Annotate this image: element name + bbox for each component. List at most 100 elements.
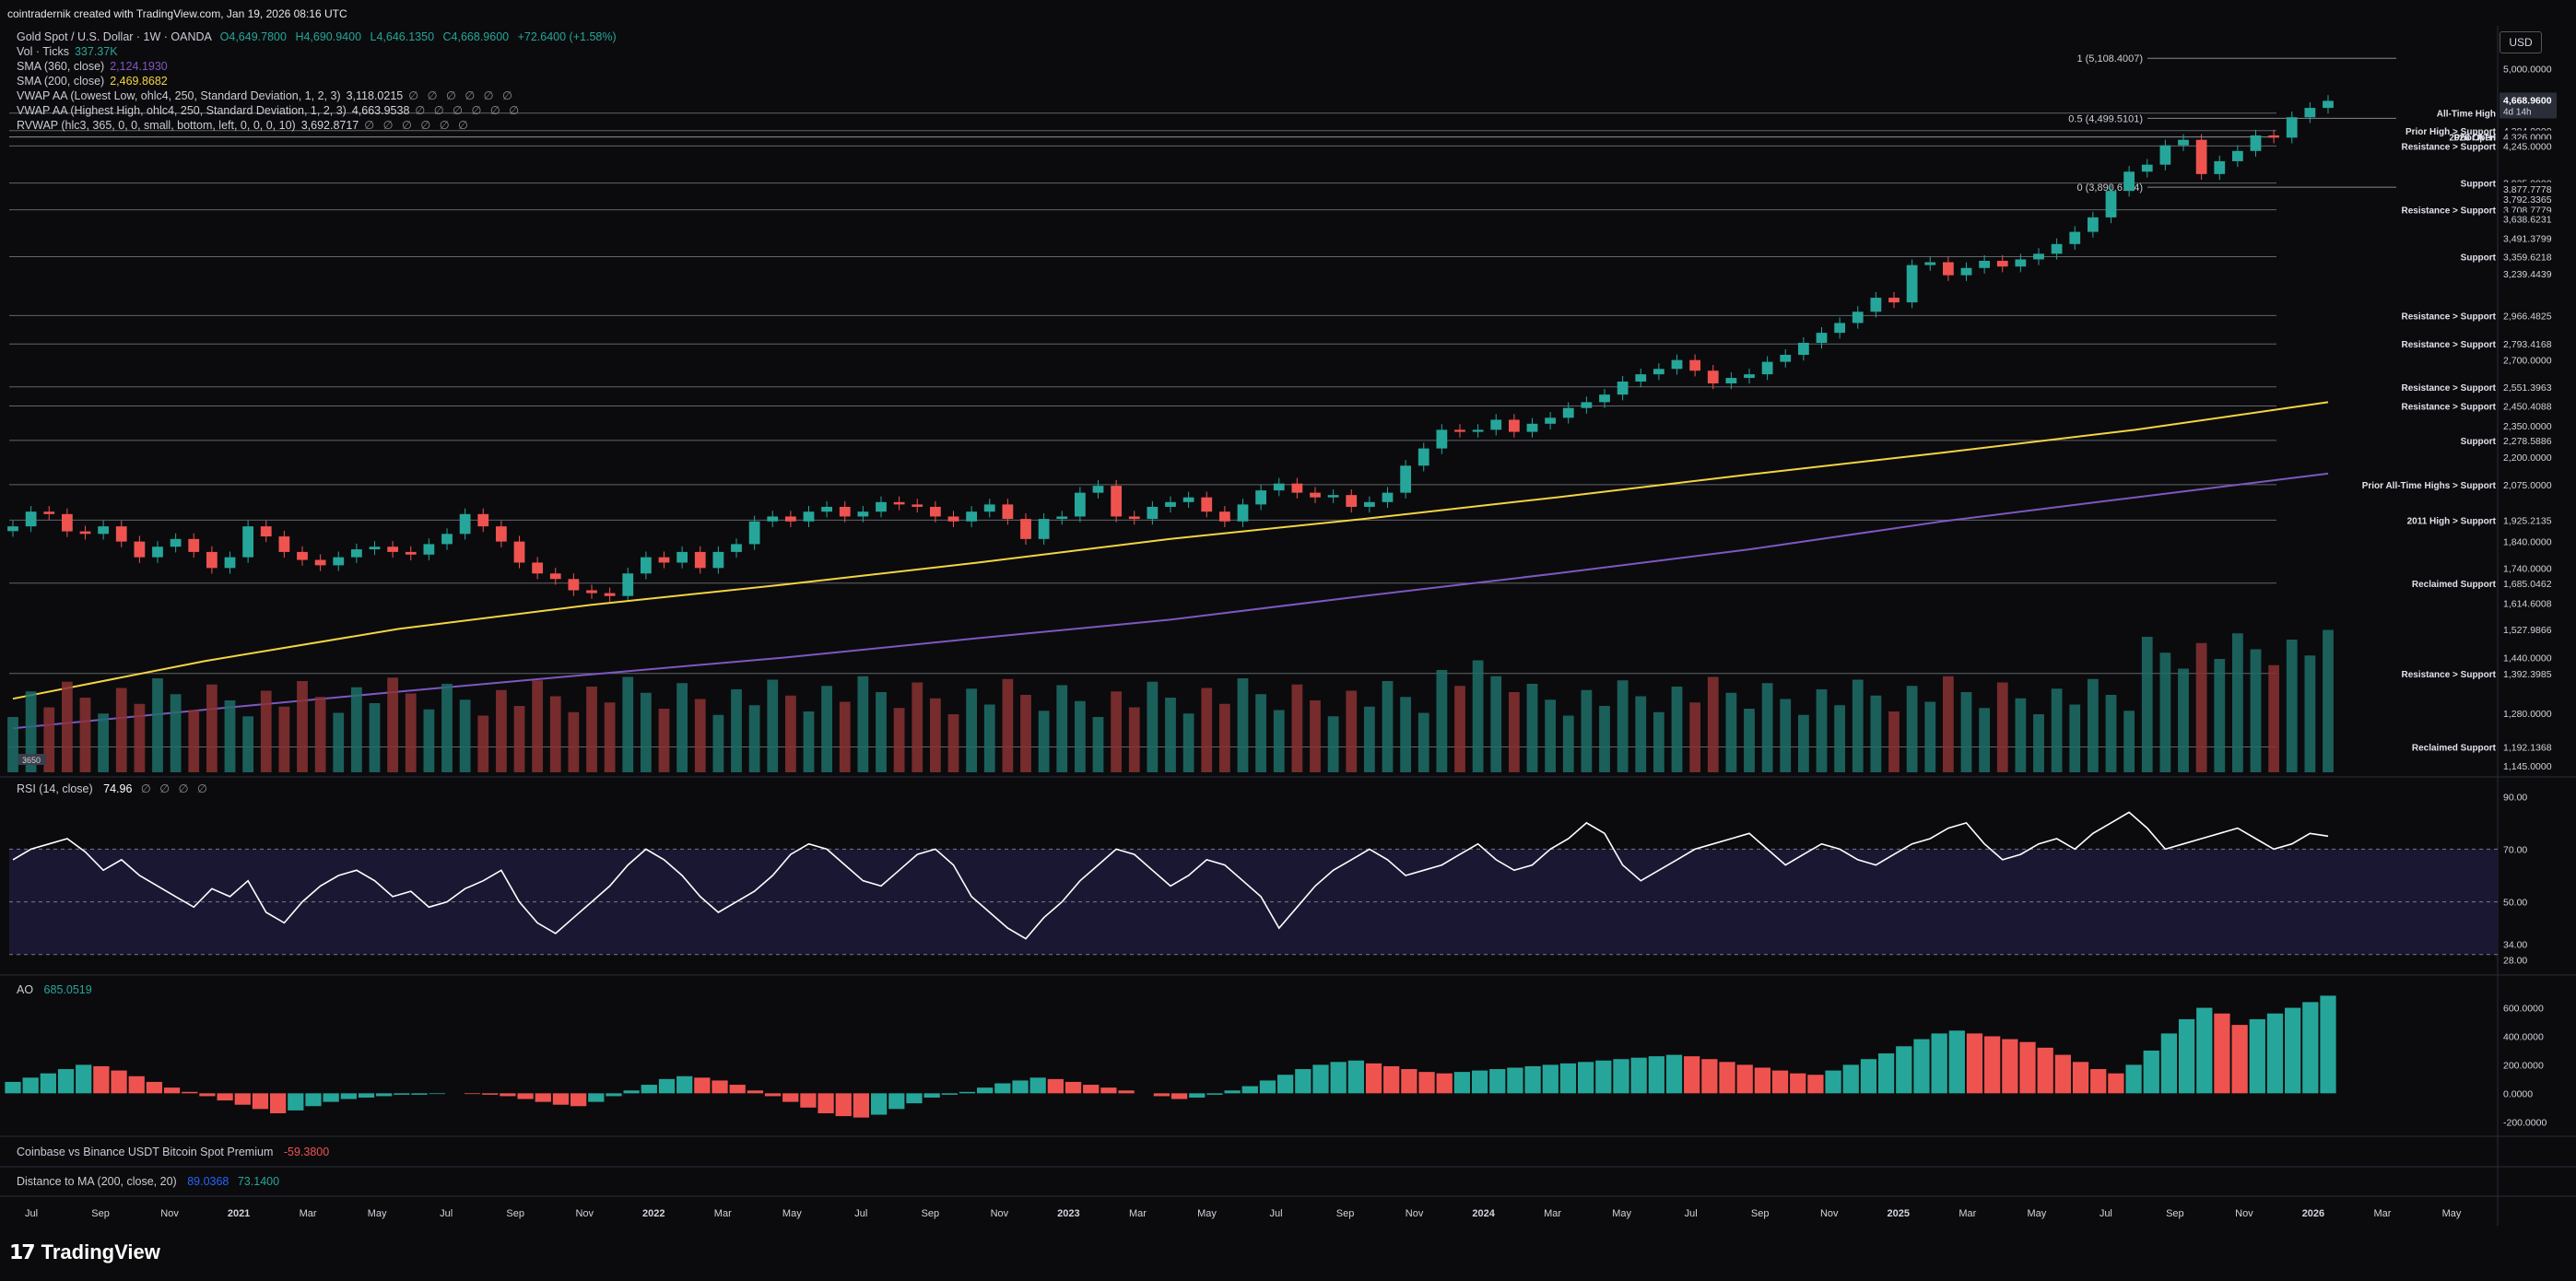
- volume-bar: [1038, 711, 1050, 772]
- price-tick-label: 2,350.0000: [2503, 421, 2552, 432]
- ao-bar: [747, 1090, 764, 1094]
- price-tick-label: 4,245.0000: [2503, 141, 2552, 152]
- price-tick-label: 2,075.0000: [2503, 480, 2552, 491]
- price-tick-label: 3,638.6231: [2503, 214, 2552, 225]
- candle-body: [459, 513, 471, 535]
- price-tick-bg: [2501, 759, 2557, 772]
- sr-level-label: 2026 Open: [2449, 134, 2496, 144]
- currency-button[interactable]: USD: [2500, 31, 2542, 53]
- candle-body: [477, 513, 489, 527]
- volume-bar: [1291, 684, 1303, 772]
- indicator-label: VWAP AA (Highest High, ohlc4, 250, Stand…: [17, 104, 347, 117]
- ao-bar: [482, 1093, 499, 1095]
- price-tick-label: 1,840.0000: [2503, 537, 2552, 548]
- volume-bar: [278, 706, 290, 772]
- tradingview-mark-icon: 𝟭𝟳: [9, 1240, 36, 1263]
- candle-body: [1346, 495, 1358, 507]
- volume-bar: [115, 688, 127, 772]
- candle-body: [98, 526, 110, 535]
- time-axis-label: Sep: [1336, 1208, 1355, 1219]
- candle-body: [333, 557, 345, 566]
- ao-bar: [500, 1093, 516, 1097]
- ao-bar: [340, 1093, 357, 1099]
- rsi-legend: RSI (14, close) 74.96 ∅ ∅ ∅ ∅: [17, 782, 210, 795]
- ao-bar: [1383, 1065, 1400, 1094]
- candle-body: [912, 504, 923, 507]
- candle-body: [206, 551, 218, 569]
- sr-level-label: Resistance > Support: [2401, 383, 2496, 394]
- sr-level-label: Reclaimed Support: [2412, 744, 2497, 754]
- volume-bar: [803, 711, 815, 772]
- indicator-legend-row[interactable]: Vol · Ticks 337.37K: [17, 44, 118, 59]
- candle-body: [350, 549, 362, 558]
- indicator-legend-row[interactable]: RVWAP (hlc3, 365, 0, 0, small, bottom, l…: [17, 118, 471, 133]
- candle-body: [1761, 361, 1773, 375]
- price-tick-bg: [2501, 267, 2557, 280]
- candle-body: [2015, 259, 2027, 267]
- price-tick-bg: [2501, 380, 2557, 393]
- ao-axis-label: 400.0000: [2503, 1031, 2544, 1042]
- ao-bar: [2108, 1073, 2124, 1094]
- candle-body: [658, 557, 670, 563]
- price-tick-bg: [2501, 182, 2557, 194]
- ao-bar: [1913, 1039, 1930, 1094]
- volume-bar: [947, 714, 959, 772]
- indicator-legend-row[interactable]: SMA (360, close) 2,124.1930: [17, 59, 168, 74]
- candle-body: [731, 544, 742, 552]
- indicator-label: VWAP AA (Lowest Low, ohlc4, 250, Standar…: [17, 89, 341, 102]
- ao-bar: [1613, 1059, 1629, 1094]
- ao-axis-label: -200.0000: [2503, 1117, 2547, 1128]
- ao-bar: [658, 1078, 676, 1094]
- candle-body: [857, 511, 869, 517]
- sma200-line: [12, 401, 2329, 700]
- volume-bar: [622, 676, 634, 772]
- premium-label[interactable]: Coinbase vs Binance USDT Bitcoin Spot Pr…: [17, 1146, 274, 1158]
- tradingview-logo[interactable]: 𝟭𝟳 TradingView: [9, 1240, 160, 1264]
- time-axis-label: Jul: [2100, 1208, 2112, 1219]
- candle-body: [495, 526, 507, 542]
- candle-body: [369, 546, 381, 550]
- candle-body: [2069, 231, 2081, 244]
- candle-body: [1508, 419, 1520, 432]
- volume-bar: [1707, 676, 1719, 772]
- candle-body: [1942, 262, 1954, 276]
- ao-bar: [234, 1093, 251, 1105]
- volume-bar: [1581, 689, 1593, 772]
- volume-bar: [640, 692, 652, 772]
- candle-body: [1996, 260, 2008, 267]
- ao-bar: [906, 1093, 923, 1104]
- ao-label[interactable]: AO: [17, 983, 34, 996]
- sr-level-label: Resistance > Support: [2401, 403, 2496, 413]
- ao-bar: [1984, 1036, 2001, 1094]
- volume-bar: [2195, 642, 2207, 772]
- sr-level-label: 2011 High > Support: [2407, 516, 2497, 526]
- symbol-title[interactable]: Gold Spot / U.S. Dollar · 1W · OANDA: [17, 30, 212, 43]
- ao-bar: [1083, 1085, 1100, 1094]
- indicator-legend-row[interactable]: SMA (200, close) 2,469.8682: [17, 74, 168, 88]
- ao-bar: [1701, 1059, 1718, 1094]
- price-tick-bg: [2501, 513, 2557, 526]
- volume-bar: [1490, 676, 1502, 772]
- rsi-label[interactable]: RSI (14, close): [17, 782, 93, 795]
- price-tick-bg: [2501, 706, 2557, 719]
- candle-body: [1237, 504, 1249, 522]
- ao-bar: [1241, 1086, 1258, 1094]
- ao-bar: [40, 1073, 56, 1094]
- candle-body: [134, 541, 146, 558]
- candle-body: [966, 511, 978, 522]
- ao-bar: [57, 1069, 75, 1094]
- volume-bar: [1255, 694, 1267, 772]
- volume-bar: [2231, 633, 2243, 772]
- ohlc-open: O4,649.7800: [219, 30, 287, 43]
- volume-bar: [441, 684, 453, 772]
- last-price-tag: [2500, 92, 2557, 119]
- ao-bar: [76, 1064, 92, 1094]
- price-tick-label: 2,200.0000: [2503, 452, 2552, 464]
- ao-bar: [923, 1093, 940, 1098]
- indicator-legend-row[interactable]: VWAP AA (Highest High, ohlc4, 250, Stand…: [17, 103, 522, 118]
- indicator-legend-row[interactable]: VWAP AA (Lowest Low, ohlc4, 250, Standar…: [17, 88, 515, 103]
- ao-bar: [252, 1093, 269, 1110]
- ma-distance-label[interactable]: Distance to MA (200, close, 20): [17, 1175, 177, 1188]
